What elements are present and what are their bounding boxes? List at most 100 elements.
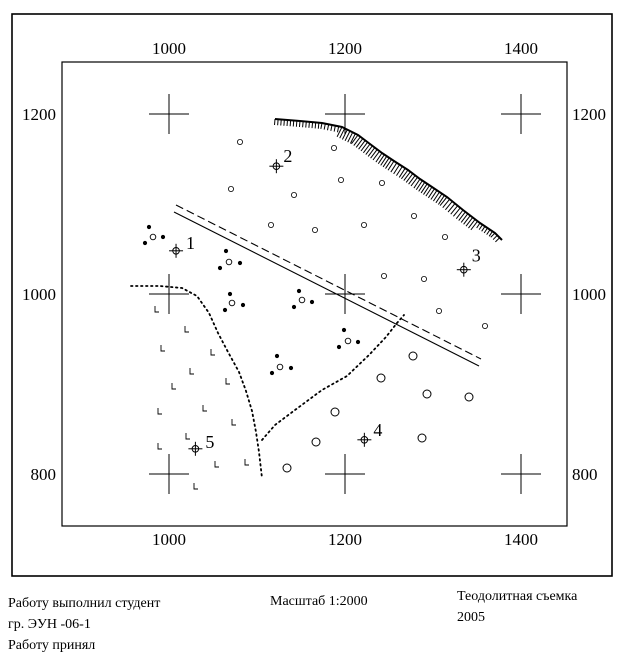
bush-outline — [229, 300, 235, 306]
footer-group: гр. ЭУН -06-1 — [8, 614, 160, 635]
road-edge-dashed — [176, 205, 481, 359]
bush-dot — [292, 305, 296, 309]
inner-frame — [62, 62, 567, 526]
grass-symbol — [203, 405, 207, 411]
hachure-tick — [406, 174, 413, 183]
grass-symbol — [211, 349, 215, 355]
tree-small — [379, 180, 384, 185]
road — [174, 205, 481, 366]
hachure-tick — [484, 228, 487, 233]
dotted-boundaries — [131, 286, 404, 478]
bush-outline — [345, 338, 351, 344]
vegetation-boundary-east — [262, 315, 404, 440]
slope-embankment — [275, 119, 502, 242]
grass-symbol — [158, 443, 162, 449]
tree-small — [312, 227, 317, 232]
bush-cluster — [143, 225, 165, 245]
bush-dot — [238, 261, 242, 265]
tree-small — [228, 186, 233, 191]
hachure-tick — [315, 122, 316, 128]
hachure-tick — [416, 181, 422, 190]
traverse-station-3: 3 — [457, 246, 481, 277]
tree-small — [482, 323, 487, 328]
tree-large — [409, 352, 417, 360]
bush-dot — [270, 371, 274, 375]
traverse-station-5: 5 — [188, 432, 214, 456]
tree-small — [331, 145, 336, 150]
bush-cluster — [337, 328, 360, 349]
tree-symbols-small — [228, 139, 487, 328]
left-tick-label-1000: 1000 — [22, 285, 56, 304]
hachure-tick — [337, 126, 338, 132]
hachure-tick — [363, 144, 370, 153]
hachure-tick — [471, 221, 478, 230]
bottom-tick-label-1200: 1200 — [328, 530, 362, 549]
bush-dot — [241, 303, 245, 307]
bush-dot — [297, 289, 301, 293]
hachure-tick — [334, 126, 335, 132]
bush-dot — [143, 241, 147, 245]
left-tick-label-1200: 1200 — [22, 105, 56, 124]
tree-large — [465, 393, 473, 401]
grass-symbol — [226, 378, 230, 384]
hachure-tick — [426, 187, 432, 196]
bush-dot — [228, 292, 232, 296]
hachure-tick — [421, 184, 427, 193]
hachure-tick — [477, 223, 480, 228]
hachure-tick — [306, 122, 307, 128]
bush-cluster — [270, 354, 293, 375]
left-tick-label-800: 800 — [31, 465, 57, 484]
grass-symbol — [245, 459, 249, 465]
hachure-tick — [423, 185, 429, 194]
bush-outline — [226, 259, 232, 265]
bush-dot — [310, 300, 314, 304]
hachure-tick — [381, 156, 387, 165]
hachure-tick — [331, 125, 332, 131]
tree-small — [237, 139, 242, 144]
tree-symbols-large — [283, 352, 473, 472]
tree-small — [381, 273, 386, 278]
hachure-tick — [324, 124, 325, 130]
hachure-tick — [495, 238, 499, 242]
right-tick-label-1200: 1200 — [572, 105, 606, 124]
grass-symbol — [158, 408, 162, 414]
hachure-tick — [468, 219, 475, 228]
hachure-tick — [428, 189, 434, 198]
grass-symbol — [190, 368, 194, 374]
bush-outline — [299, 297, 305, 303]
top-tick-label-1200: 1200 — [328, 39, 362, 58]
tree-small — [291, 192, 296, 197]
tree-small — [338, 177, 343, 182]
outer-frame — [12, 14, 612, 576]
grass-symbol — [161, 345, 165, 351]
hachure-tick — [409, 175, 416, 184]
tree-large — [377, 374, 385, 382]
bush-cluster — [223, 292, 245, 312]
hachure-tick — [312, 122, 313, 128]
tree-small — [421, 276, 426, 281]
station-label-5: 5 — [205, 432, 214, 452]
hachure-tick — [378, 155, 384, 164]
grass-symbol — [215, 461, 219, 467]
bush-dot — [218, 266, 222, 270]
bush-dot — [275, 354, 279, 358]
top-tick-label-1400: 1400 — [504, 39, 538, 58]
grass-symbol — [186, 433, 190, 439]
right-tick-label-800: 800 — [572, 465, 598, 484]
grass-symbol — [155, 306, 159, 312]
hachure-tick — [401, 170, 408, 179]
hachure-tick — [327, 124, 328, 130]
hachure-tick — [464, 216, 471, 225]
survey-title: Теодолитная съемка — [457, 586, 577, 607]
tree-large — [331, 408, 339, 416]
traverse-station-2: 2 — [269, 146, 292, 173]
traverse-station-1: 1 — [169, 233, 195, 258]
hachure-tick — [482, 226, 485, 231]
hachure-tick — [354, 137, 361, 146]
station-label-2: 2 — [283, 146, 292, 166]
road-edge-solid — [174, 212, 479, 366]
bottom-tick-label-1400: 1400 — [504, 530, 538, 549]
right-tick-label-1000: 1000 — [572, 285, 606, 304]
hachure-tick — [385, 159, 391, 168]
